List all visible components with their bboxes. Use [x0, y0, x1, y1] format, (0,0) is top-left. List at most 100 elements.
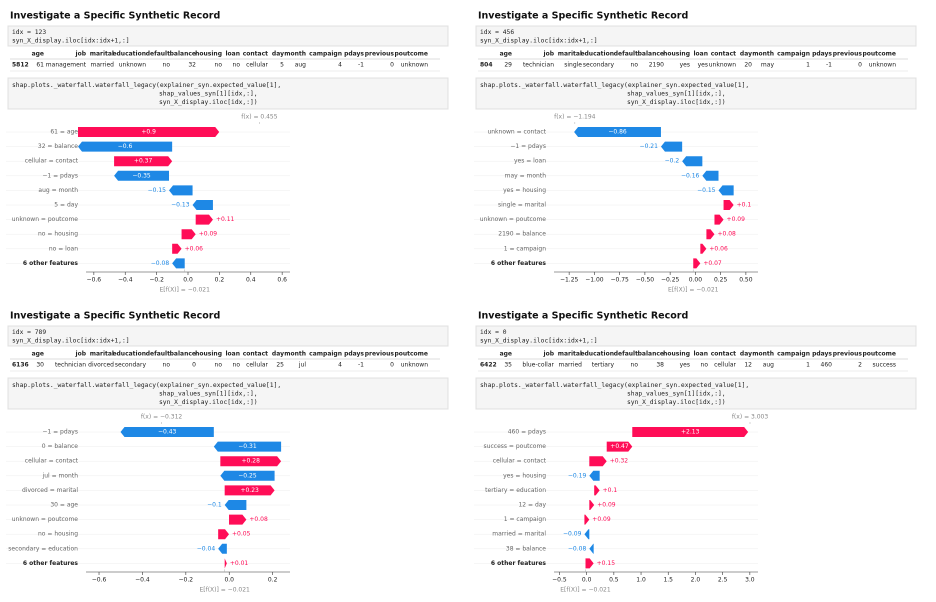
code-line: syn_X_display.iloc[idx:idx+1,:]	[12, 338, 130, 345]
table-cell: no	[631, 362, 639, 369]
feature-label: cellular = contact	[25, 458, 79, 465]
table-cell: tertiary	[592, 362, 615, 369]
shap-bar	[693, 258, 701, 269]
code-cell	[7, 377, 449, 410]
table-header: day	[272, 51, 284, 58]
table-header: housing	[663, 51, 690, 58]
fx-label: f(x) = 3.003	[732, 414, 769, 421]
table-cell: -1	[358, 62, 364, 69]
table-header: contact	[243, 51, 268, 58]
x-tick-label: 2.5	[718, 577, 728, 584]
table-cell: 61	[36, 62, 44, 69]
table-header: contact	[711, 51, 736, 58]
table-header: default	[146, 351, 170, 358]
table-cell: may	[761, 62, 775, 69]
x-tick-label: 0.50	[739, 277, 753, 284]
x-tick-label: 2.0	[691, 577, 701, 584]
value-label: −0.2	[665, 158, 680, 165]
shap-bar	[220, 470, 275, 481]
code-line: syn_X_display.iloc[idx,:])	[627, 99, 726, 106]
value-label: −0.21	[640, 143, 659, 150]
feature-label: unknown = contact	[487, 129, 546, 136]
table-header: education	[112, 351, 146, 358]
code-line: idx = 456	[480, 29, 514, 36]
table-cell: married	[90, 62, 114, 69]
table-cell: aug	[763, 362, 774, 369]
feature-label: aug = month	[38, 187, 78, 194]
value-label: +0.47	[610, 443, 629, 450]
table-cell: 0	[192, 362, 196, 369]
feature-label: 38 = balance	[506, 545, 546, 552]
table-cell: 25	[276, 362, 284, 369]
value-label: +0.11	[216, 216, 235, 223]
table-header: previous	[365, 51, 395, 58]
value-label: −0.19	[568, 472, 587, 479]
table-header: campaign	[777, 51, 810, 58]
shap-bar	[229, 514, 247, 525]
value-label: −0.15	[697, 187, 716, 194]
table-header: campaign	[309, 51, 342, 58]
waterfall-chart: f(x) = −1.194 E[f(X)] = −0.021 6 other fea…	[474, 114, 758, 294]
feature-label: 61 = age	[50, 129, 78, 136]
table-cell: single	[564, 62, 582, 69]
table-cell: blue-collar	[522, 362, 554, 369]
feature-label: unknown = poutcome	[12, 216, 79, 223]
table-header: housing	[195, 51, 222, 58]
shap-bar	[220, 456, 282, 467]
table-header: poutcome	[394, 51, 428, 58]
value-label: +0.9	[141, 129, 156, 136]
table-header: education	[580, 351, 614, 358]
table-header: previous	[365, 351, 395, 358]
table-header: education	[112, 51, 146, 58]
value-label: −0.15	[148, 187, 167, 194]
shap-bar	[585, 558, 594, 569]
feature-label: divorced = marital	[22, 487, 78, 494]
x-tick-label: 0.0	[224, 577, 234, 584]
code-line: idx = 123	[12, 29, 46, 36]
shap-bar	[120, 427, 214, 437]
table-cell: 20	[744, 62, 752, 69]
shap-bar	[606, 441, 633, 452]
code-line: shap.plots._waterfall.waterfall_legacy(e…	[480, 382, 749, 389]
table-header: default	[614, 351, 638, 358]
code-cell	[475, 25, 917, 47]
feature-label: no = loan	[49, 245, 78, 252]
x-tick-label: −0.75	[610, 277, 629, 284]
table-header: job	[75, 51, 87, 58]
table-cell: no	[215, 362, 223, 369]
table-header: marital	[558, 351, 582, 358]
x-tick-label: −0.2	[179, 577, 194, 584]
shap-bar	[589, 456, 607, 467]
table-cell: yes	[680, 62, 690, 69]
feature-label: 30 = age	[50, 502, 78, 509]
table-index: 6136	[12, 362, 29, 369]
table-header: balance	[638, 51, 664, 58]
table-cell: secondary	[583, 62, 615, 69]
table-header: day	[740, 51, 752, 58]
value-label: −0.1	[207, 502, 222, 509]
table-cell: married	[558, 362, 582, 369]
table-header: age	[500, 51, 512, 58]
shap-bar	[594, 485, 600, 496]
x-tick-label: −0.6	[92, 577, 107, 584]
table-cell: 4	[338, 62, 342, 69]
shap-bar	[584, 529, 590, 540]
value-label: +0.32	[610, 458, 629, 465]
feature-label: 12 = day	[518, 502, 546, 509]
table-cell: 2190	[649, 62, 664, 69]
base-label: E[f(X)] = −0.021	[560, 587, 611, 594]
code-line: shap.plots._waterfall.waterfall_legacy(e…	[12, 82, 281, 89]
table-header: age	[500, 351, 512, 358]
x-tick-label: 1.0	[636, 577, 646, 584]
table-index: 804	[480, 62, 493, 69]
x-tick-label: 0.0	[183, 277, 193, 284]
shap-bar	[218, 529, 230, 540]
x-tick-label: 1.5	[663, 577, 673, 584]
shap-bar	[584, 514, 590, 525]
code-line: shap_values_syn[1][idx,:],	[159, 91, 258, 98]
shap-bar	[723, 200, 734, 210]
code-line: syn_X_display.iloc[idx:idx+1,:]	[12, 38, 130, 45]
code-cell	[475, 325, 917, 347]
table-header: loan	[226, 351, 241, 358]
table-header: month	[752, 351, 774, 358]
